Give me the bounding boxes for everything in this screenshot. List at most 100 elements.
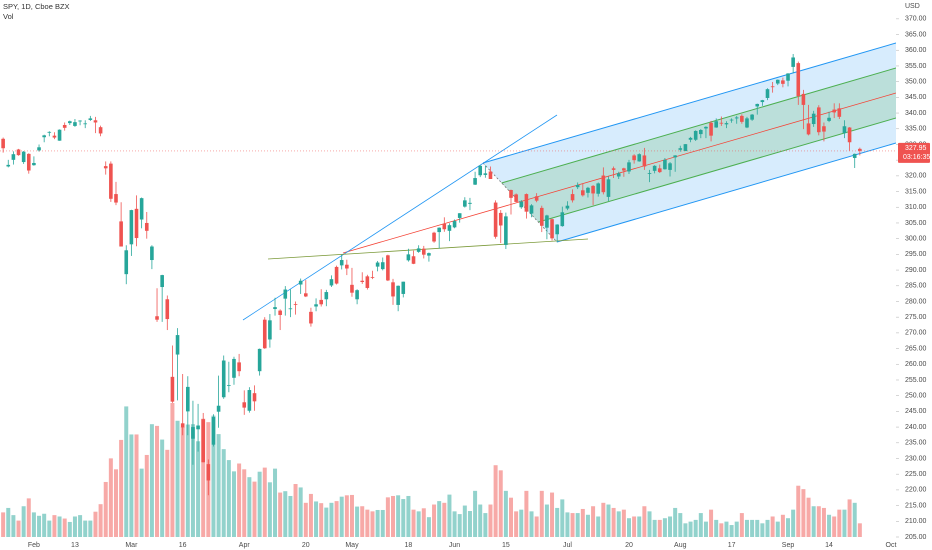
volume-bar [124, 406, 129, 537]
x-tick-label: May [345, 542, 359, 549]
volume-bar [750, 519, 755, 537]
x-tick-label: Feb [28, 542, 40, 549]
y-tick-label: 245.00 [905, 408, 927, 415]
candle-body [273, 307, 277, 310]
candle-body [724, 123, 729, 125]
volume-bar [591, 506, 596, 537]
volume-bar [185, 424, 190, 537]
volume-bar [652, 519, 657, 537]
candle-body [832, 109, 836, 113]
volume-bar [47, 520, 52, 537]
x-tick-label: 14 [825, 542, 833, 549]
volume-bar [278, 492, 283, 537]
candle-body [770, 86, 775, 88]
volume-bar [190, 424, 195, 537]
y-tick-label: 225.00 [905, 471, 927, 478]
candle-body [386, 255, 390, 281]
volume-bar [31, 512, 36, 537]
candle-body [493, 202, 498, 237]
volume-bar [842, 509, 847, 537]
volume-bar [113, 469, 118, 537]
volume-bar [827, 514, 832, 537]
volume-bar [739, 513, 744, 537]
candle-body [47, 131, 52, 133]
candle-body [811, 113, 816, 125]
volume-bar [308, 493, 313, 537]
x-tick-label: Mar [125, 542, 138, 549]
volume-bar [349, 494, 354, 537]
volume-bar [791, 509, 796, 537]
volume-bar [365, 509, 370, 537]
volume-bar [98, 504, 103, 537]
x-tick-label: 17 [728, 542, 736, 549]
candle-body [32, 162, 36, 166]
volume-bar [211, 415, 216, 537]
volume-bar [780, 514, 785, 537]
volume-bar [719, 523, 724, 537]
volume-bar [688, 521, 693, 537]
volume-bar [796, 485, 801, 537]
volume-bar [514, 511, 519, 537]
candle-body [52, 135, 57, 138]
candle-body [514, 194, 518, 202]
candle-body [801, 93, 806, 105]
volume-bar [396, 495, 401, 537]
candle-body [765, 89, 770, 98]
candle-body [345, 264, 349, 269]
volume-bar [103, 481, 108, 537]
y-tick-label: 340.00 [905, 110, 927, 117]
candle-body [796, 63, 801, 97]
volume-bar [570, 513, 575, 537]
volume-bar [775, 521, 780, 537]
volume-bar [283, 491, 288, 537]
candle-body [837, 108, 842, 117]
volume-bar [108, 458, 113, 537]
candle-body [442, 223, 447, 230]
candle-body [760, 100, 765, 103]
candle-body [678, 148, 683, 150]
candle-body [175, 335, 180, 355]
x-tick-label: 15 [502, 542, 510, 549]
volume-bar [544, 504, 549, 537]
volume-bar [360, 506, 365, 537]
volume-bar [642, 506, 647, 537]
volume-bar [698, 513, 703, 537]
volume-bar [67, 521, 72, 537]
volume-bar [119, 439, 124, 537]
candle-body [550, 219, 554, 239]
candle-body [360, 280, 365, 283]
candle-body [745, 118, 749, 128]
candle-body [421, 248, 426, 255]
channel-inner [501, 68, 896, 222]
x-tick-label: 20 [302, 542, 310, 549]
candle-body [309, 311, 313, 324]
volume-bar [770, 516, 775, 537]
y-tick-label: 285.00 [905, 283, 927, 290]
y-tick-label: 230.00 [905, 455, 927, 462]
volume-bar [16, 520, 21, 537]
volume-bar [606, 504, 611, 537]
candle-body [575, 184, 580, 188]
candle-body [447, 225, 452, 231]
candle-body [647, 173, 652, 174]
candle-body [73, 122, 77, 126]
candle-body [98, 127, 103, 134]
candle-body [83, 123, 88, 125]
candle-body [278, 310, 282, 315]
volume-bar [852, 502, 857, 537]
candle-body [324, 292, 329, 300]
volume-bar [344, 495, 349, 537]
candle-body [191, 427, 195, 439]
candle-body [170, 376, 175, 402]
x-tick-label: 16 [179, 542, 187, 549]
volume-bar [555, 507, 560, 537]
volume-bar [52, 515, 57, 537]
candle-body [144, 222, 149, 231]
volume-bar [765, 519, 770, 537]
candle-body [852, 153, 857, 158]
volume-bar [734, 521, 739, 537]
volume-bar [226, 460, 231, 537]
candle-body [806, 123, 811, 135]
channel-bottom [556, 142, 896, 243]
candle-body [257, 348, 262, 372]
